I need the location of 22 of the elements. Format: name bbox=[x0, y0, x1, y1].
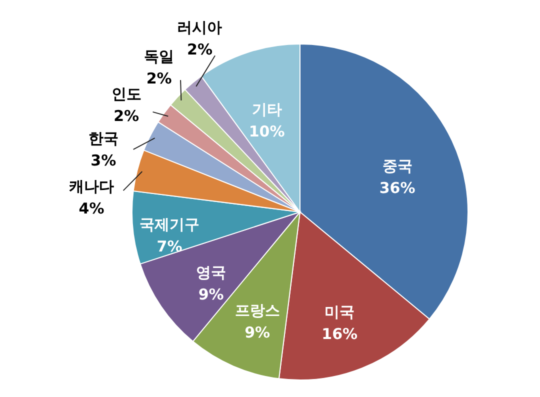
slice-label: 러시아 bbox=[177, 18, 222, 36]
slice-label: 프랑스 bbox=[234, 302, 280, 320]
data-label: 10% bbox=[248, 122, 285, 141]
data-label: 16% bbox=[322, 324, 358, 343]
slice-label: 기타 bbox=[252, 100, 282, 119]
slice-label: 미국 bbox=[324, 302, 355, 321]
data-label: 9% bbox=[244, 324, 270, 342]
slice-label: 독일 bbox=[144, 47, 174, 66]
slice-label: 인도 bbox=[111, 84, 142, 103]
slice-label: 캐나다 bbox=[69, 178, 114, 196]
data-label: 2% bbox=[146, 69, 172, 88]
slice-label: 중국 bbox=[382, 157, 412, 176]
data-label: 3% bbox=[90, 151, 116, 170]
slice-label: 영국 bbox=[196, 263, 226, 282]
data-label: 2% bbox=[114, 106, 140, 125]
data-label: 36% bbox=[379, 179, 416, 198]
data-label: 4% bbox=[78, 200, 104, 218]
slice-label: 국제기구 bbox=[140, 215, 200, 234]
data-label: 2% bbox=[187, 40, 212, 58]
slice-label: 한국 bbox=[88, 129, 118, 148]
data-label: 7% bbox=[156, 237, 182, 256]
data-label: 9% bbox=[198, 285, 224, 304]
